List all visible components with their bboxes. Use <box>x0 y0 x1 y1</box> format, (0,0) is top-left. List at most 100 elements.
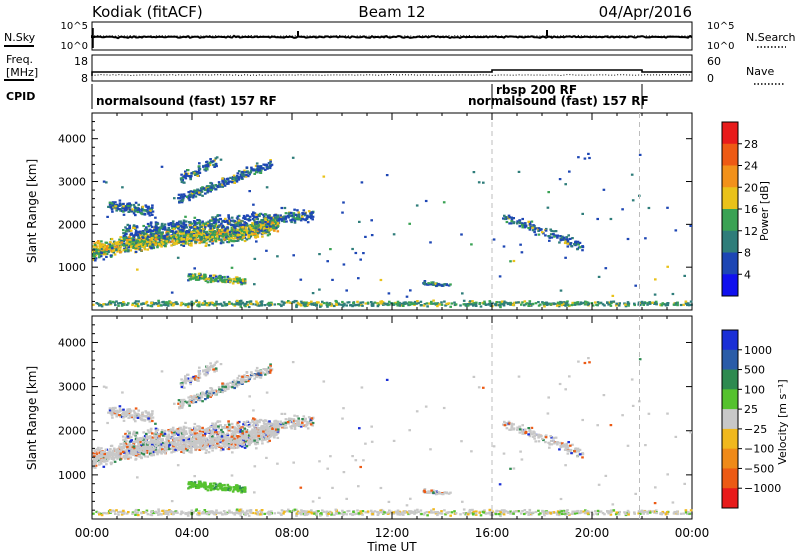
range-gate-cell <box>213 234 216 237</box>
range-gate-cell <box>242 232 245 235</box>
range-gate-cell <box>415 204 419 207</box>
range-gate-cell <box>93 253 97 256</box>
range-gate-cell <box>541 231 544 234</box>
range-gate-cell <box>209 235 213 238</box>
range-gate-cell <box>160 444 164 448</box>
range-gate-cell <box>220 228 224 232</box>
range-gate-cell <box>533 230 536 234</box>
range-gate-cell <box>528 223 532 226</box>
range-gate-cell <box>143 248 147 251</box>
range-gate-cell <box>120 241 123 244</box>
range-gate-cell <box>104 241 108 244</box>
noise-left-label: N.Sky <box>4 31 36 44</box>
range-gate-cell <box>571 237 574 240</box>
range-gate-cell <box>173 237 176 240</box>
range-gate-cell <box>198 219 201 222</box>
range-gate-cell <box>509 303 512 306</box>
range-gate-cell <box>564 256 567 259</box>
range-gate-cell <box>138 446 141 449</box>
range-gate-cell <box>370 301 373 304</box>
range-gate-cell <box>260 300 264 303</box>
colorbar-tick-label: 4 <box>744 268 751 281</box>
range-gate-cell <box>125 237 129 240</box>
range-gate-cell <box>268 166 272 169</box>
range-gate-cell <box>100 240 103 243</box>
range-gate-cell <box>191 196 195 199</box>
range-gate-cell <box>198 193 201 196</box>
range-gate-cell <box>237 438 240 441</box>
range-gate-cell <box>443 300 446 303</box>
range-gate-cell <box>173 224 176 227</box>
range-gate-cell <box>167 233 170 236</box>
range-gate-cell <box>413 300 417 304</box>
range-gate-cell <box>95 457 98 460</box>
range-gate-cell <box>126 202 129 205</box>
range-gate-cell <box>412 302 416 305</box>
range-gate-cell <box>154 225 158 228</box>
range-gate-cell <box>151 206 154 209</box>
range-gate-cell <box>207 244 211 247</box>
range-gate-cell <box>274 216 278 219</box>
range-gate-cell <box>443 283 446 286</box>
range-gate-cell <box>201 224 204 227</box>
range-gate-cell <box>576 301 580 304</box>
range-gate-cell <box>125 450 128 453</box>
range-gate-cell <box>299 219 303 222</box>
range-gate-cell <box>146 207 150 210</box>
range-gate-cell <box>195 299 198 302</box>
range-gate-cell <box>303 301 307 304</box>
range-gate-cell <box>223 238 226 241</box>
range-gate-cell <box>161 228 165 231</box>
range-gate-cell <box>203 238 206 241</box>
range-gate-cell <box>204 451 208 454</box>
range-gate-cell <box>234 276 238 279</box>
range-gate-cell <box>173 197 176 200</box>
range-gate-cell <box>203 240 206 243</box>
range-gate-cell <box>252 438 256 441</box>
range-gate-cell <box>642 303 645 306</box>
range-gate-cell <box>144 236 147 239</box>
range-gate-cell <box>182 244 186 247</box>
range-gate-cell <box>232 278 236 281</box>
range-gate-cell <box>587 152 590 155</box>
range-gate-cell <box>563 303 567 306</box>
range-gate-cell <box>156 236 160 239</box>
range-gate-cell <box>214 218 217 221</box>
range-gate-cell <box>202 165 205 168</box>
range-gate-cell <box>187 275 190 278</box>
range-gate-cell <box>256 433 260 436</box>
range-gate-cell <box>277 219 281 222</box>
range-gate-cell <box>672 303 676 306</box>
range-gate-cell <box>637 303 640 306</box>
range-gate-cell <box>496 303 499 307</box>
range-gate-cell <box>263 213 267 216</box>
range-gate-cell <box>607 303 610 306</box>
range-gate-cell <box>138 245 141 248</box>
range-gate-cell <box>474 304 478 307</box>
range-gate-cell <box>258 438 261 441</box>
range-gate-cell <box>225 234 229 237</box>
range-gate-cell <box>579 246 582 249</box>
range-gate-cell <box>395 302 399 305</box>
range-gate-cell <box>205 242 208 245</box>
range-gate-cell <box>287 300 290 303</box>
range-gate-cell <box>259 304 262 307</box>
range-gate-cell <box>676 301 679 304</box>
range-gate-cell <box>94 254 98 257</box>
range-gate-cell <box>198 189 202 192</box>
range-gate-cell <box>135 225 139 228</box>
range-gate-cell <box>232 303 235 306</box>
range-gate-cell <box>293 221 297 224</box>
range-gate-cell <box>121 186 124 189</box>
range-gate-cell <box>93 255 96 259</box>
range-gate-cell <box>209 190 212 193</box>
range-gate-cell <box>100 451 103 455</box>
range-gate-cell <box>249 227 253 230</box>
range-gate-cell <box>230 434 234 437</box>
range-gate-cell <box>241 223 244 226</box>
range-gate-cell <box>237 431 241 434</box>
range-gate-cell <box>261 436 265 439</box>
range-gate-cell <box>197 278 200 281</box>
range-gate-cell <box>218 214 222 217</box>
